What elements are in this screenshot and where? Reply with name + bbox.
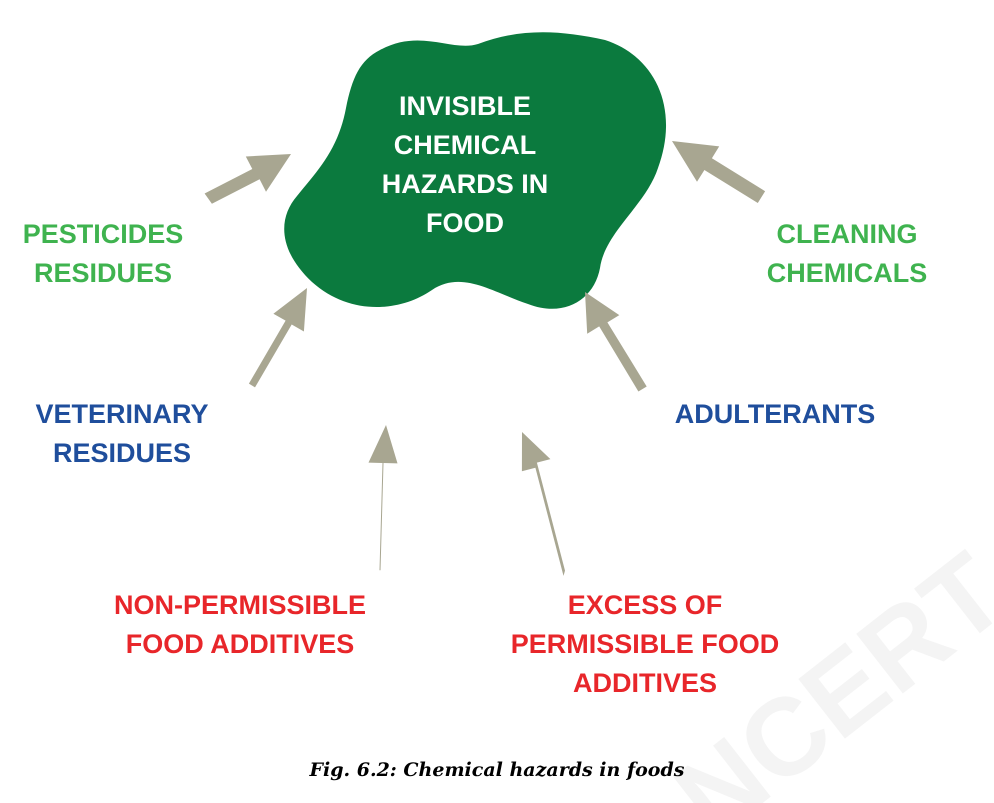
source-veterinary-line-1: VETERINARY [35, 399, 208, 429]
central-hazard-blob [284, 32, 667, 309]
arrow-non-permissible [368, 425, 398, 571]
source-excess-permissible-line-2: PERMISSIBLE FOOD [511, 629, 780, 659]
source-cleaning-line-1: CLEANING [777, 219, 918, 249]
source-excess-permissible-line-3: ADDITIVES [573, 668, 717, 698]
source-non-permissible-line-2: FOOD ADDITIVES [126, 629, 355, 659]
arrows [204, 141, 766, 576]
source-adulterants: ADULTERANTS [675, 399, 875, 429]
source-cleaning-line-2: CHEMICALS [767, 258, 928, 288]
source-pesticides: PESTICIDES RESIDUES [23, 219, 184, 288]
source-non-permissible-line-1: NON-PERMISSIBLE [114, 590, 366, 620]
source-cleaning: CLEANING CHEMICALS [767, 219, 928, 288]
center-line-2: CHEMICAL [394, 130, 537, 160]
source-adulterants-line-1: ADULTERANTS [675, 399, 875, 429]
source-non-permissible: NON-PERMISSIBLE FOOD ADDITIVES [114, 590, 366, 659]
source-veterinary-line-2: RESIDUES [53, 438, 191, 468]
watermark: NCERT Publish [653, 266, 994, 803]
center-line-3: HAZARDS IN [382, 169, 549, 199]
arrow-pesticides [204, 154, 291, 204]
center-line-1: INVISIBLE [399, 91, 531, 121]
arrow-adulterants [585, 292, 647, 392]
watermark-text: NCERT Publish [653, 266, 994, 803]
center-line-4: FOOD [426, 208, 504, 238]
figure-caption: Fig. 6.2: Chemical hazards in foods [309, 759, 685, 781]
center-label: INVISIBLE CHEMICAL HAZARDS IN FOOD [382, 91, 549, 238]
arrow-cleaning [672, 141, 766, 203]
source-excess-permissible: EXCESS OF PERMISSIBLE FOOD ADDITIVES [511, 590, 780, 698]
arrow-veterinary [248, 288, 307, 388]
source-veterinary: VETERINARY RESIDUES [35, 399, 208, 468]
source-pesticides-line-1: PESTICIDES [23, 219, 184, 249]
source-excess-permissible-line-1: EXCESS OF [568, 590, 723, 620]
arrow-excess-permissible [521, 432, 565, 576]
source-pesticides-line-2: RESIDUES [34, 258, 172, 288]
